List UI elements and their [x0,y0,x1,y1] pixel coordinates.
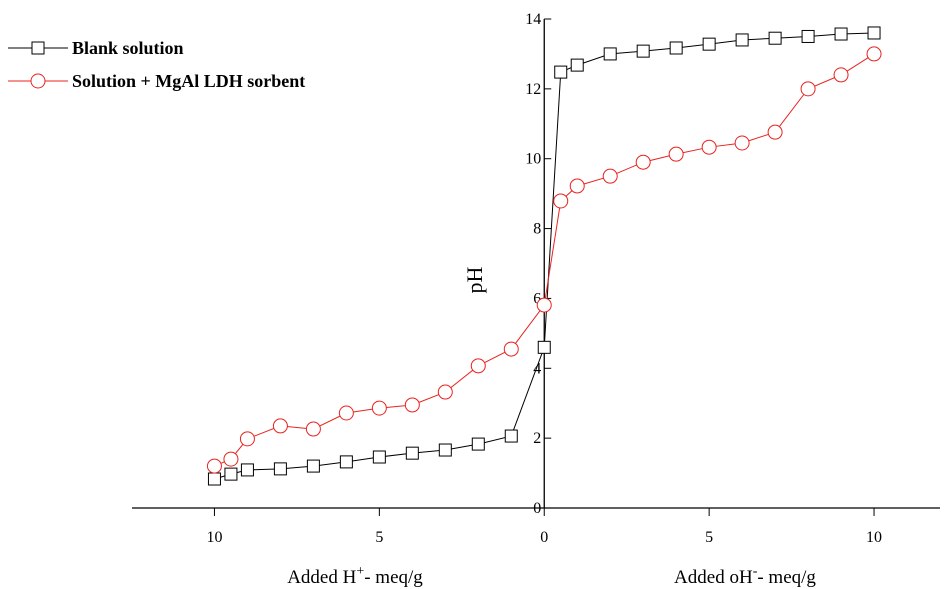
x-label-sup: + [356,564,364,579]
legend-label: Solution + MgAl LDH sorbent [72,71,305,91]
marker [305,421,321,437]
x-axis-label: Added oH-- meq/g [674,564,816,588]
y-tick-label: 14 [525,11,541,28]
marker [702,37,716,51]
marker [239,431,255,447]
y-tick-label: 8 [533,221,541,238]
y-tick-label: 2 [533,430,541,447]
marker [240,463,254,477]
marker [306,459,320,473]
x-label-text: - meq/g [757,567,816,588]
marker [31,41,45,55]
marker [371,400,387,416]
x-tick-label: 5 [705,529,713,546]
x-label-sup: - [753,564,758,579]
y-tick-label: 0 [533,500,541,517]
marker [207,472,221,486]
marker [536,297,552,313]
marker [206,458,222,474]
marker [602,168,618,184]
marker [735,33,749,47]
marker [570,58,584,72]
marker [272,418,288,434]
marker [603,47,617,61]
marker [801,29,815,43]
marker [800,81,816,97]
y-tick-label: 6 [533,290,541,307]
marker [669,41,683,55]
x-tick-label: 10 [866,529,882,546]
marker [223,451,239,467]
x-label-text: Added oH [674,567,753,588]
marker [668,146,684,162]
marker [635,154,651,170]
marker [554,65,568,79]
y-tick-label: 4 [533,360,541,377]
x-label-text: - meq/g [364,567,423,588]
marker [405,446,419,460]
marker [273,462,287,476]
marker [372,450,386,464]
y-axis-label: pH [462,266,487,293]
legend-label: Blank solution [72,38,184,58]
marker [701,139,717,155]
marker [569,178,585,194]
marker [437,384,453,400]
marker [834,27,848,41]
marker [553,193,569,209]
x-tick-label: 5 [375,529,383,546]
marker [866,46,882,62]
marker [338,405,354,421]
y-tick-label: 12 [525,81,541,98]
x-axis-label: Added H+- meq/g [287,564,423,588]
marker [471,437,485,451]
marker [537,340,551,354]
marker [224,467,238,481]
marker [503,341,519,357]
marker [504,429,518,443]
marker [734,135,750,151]
marker [768,31,782,45]
y-tick-label: 10 [525,151,541,168]
marker [867,26,881,40]
x-label-text: Added H [287,567,356,588]
marker [470,358,486,374]
marker [767,124,783,140]
marker [339,455,353,469]
marker [438,443,452,457]
marker [404,397,420,413]
marker [30,73,46,89]
marker [833,67,849,83]
x-tick-label: 10 [206,529,222,546]
x-tick-label: 0 [540,529,548,546]
marker [636,44,650,58]
